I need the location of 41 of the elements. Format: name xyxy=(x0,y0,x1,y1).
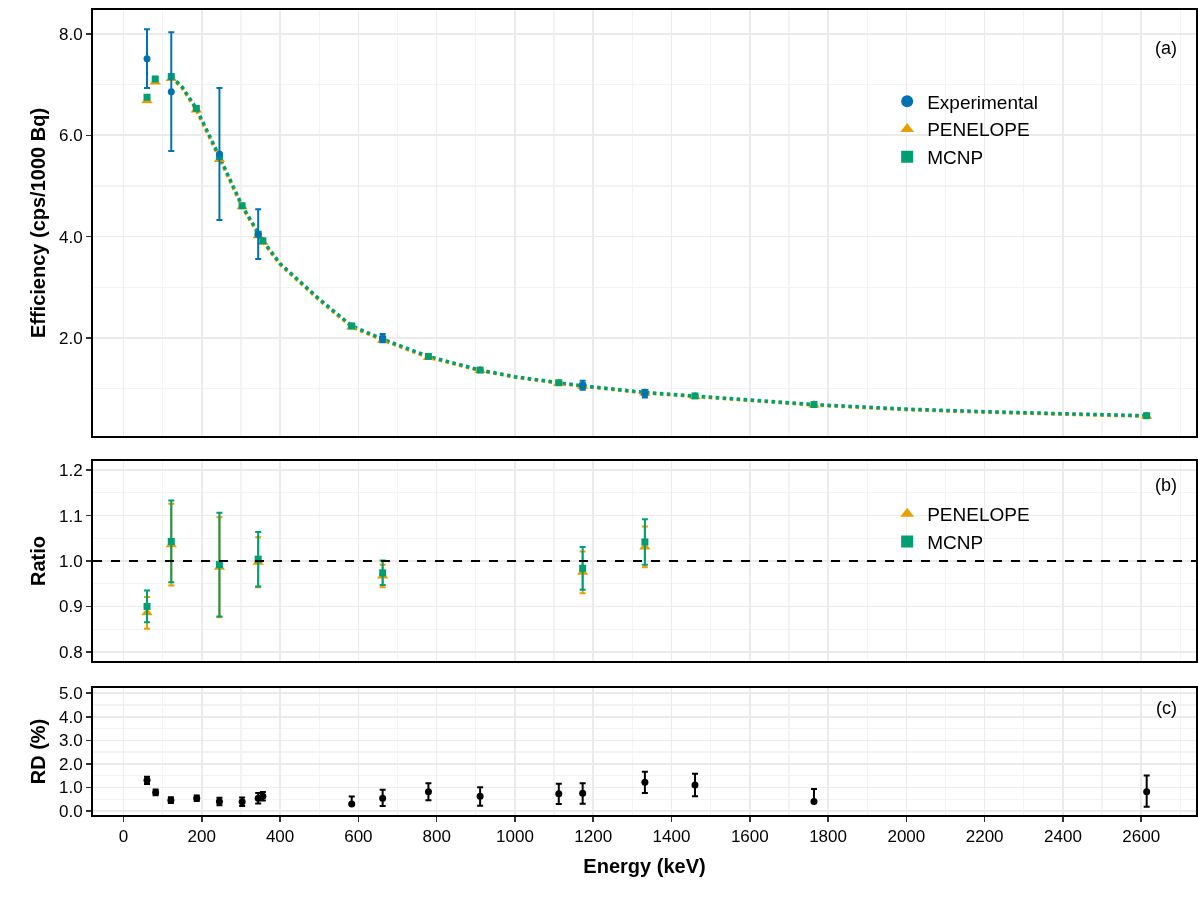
y-tick-label: 4.0 xyxy=(58,707,83,727)
x-tick-label: 1000 xyxy=(496,827,534,847)
y-tick-label: 1.0 xyxy=(58,551,83,571)
y-tick-label: 1.2 xyxy=(58,461,83,481)
x-tick-label: 600 xyxy=(344,827,373,847)
x-tick-label: 1400 xyxy=(652,827,691,847)
x-tick-label: 2400 xyxy=(1044,827,1082,847)
x-tick-label: 1800 xyxy=(809,827,847,847)
x-axis-title: Energy (keV) xyxy=(583,855,706,878)
y-axis-title: RD (%) xyxy=(26,718,49,785)
legend-label: MCNP xyxy=(927,147,984,169)
annotation: (c) xyxy=(1156,698,1177,718)
x-tick-label: 1200 xyxy=(574,827,613,847)
y-tick-label: 2.0 xyxy=(58,754,83,774)
y-tick-label: 0.9 xyxy=(58,597,83,617)
x-tick-label: 800 xyxy=(422,827,451,847)
x-tick-label: 400 xyxy=(265,827,295,847)
y-tick-label: 8.0 xyxy=(58,24,83,44)
y-axis-title: Ratio xyxy=(26,536,49,586)
x-tick-label: 0 xyxy=(118,827,129,847)
y-tick-label: 6.0 xyxy=(58,126,83,146)
y-tick-label: 0.0 xyxy=(58,801,83,821)
legend-label: Experimental xyxy=(927,91,1039,113)
x-tick-label: 200 xyxy=(187,827,216,847)
legend-label: MCNP xyxy=(927,531,984,553)
x-tick-label: 2200 xyxy=(965,827,1004,847)
y-tick-label: 2.0 xyxy=(58,329,83,349)
legend-label: PENELOPE xyxy=(927,504,1030,526)
y-tick-label: 5.0 xyxy=(58,684,83,704)
y-tick-label: 4.0 xyxy=(58,227,83,247)
y-tick-label: 0.8 xyxy=(58,642,83,662)
y-tick-label: 3.0 xyxy=(58,731,83,751)
annotation: (b) xyxy=(1155,475,1177,495)
legend-label: PENELOPE xyxy=(927,119,1030,141)
x-tick-label: 1600 xyxy=(730,827,769,847)
x-tick-label: 2600 xyxy=(1122,827,1161,847)
annotation: (a) xyxy=(1155,38,1177,58)
x-tick-label: 2000 xyxy=(887,827,926,847)
y-tick-label: 1.0 xyxy=(58,778,83,798)
y-tick-label: 1.1 xyxy=(58,506,83,526)
y-axis-title: Efficiency (cps/1000 Bq) xyxy=(26,107,49,339)
